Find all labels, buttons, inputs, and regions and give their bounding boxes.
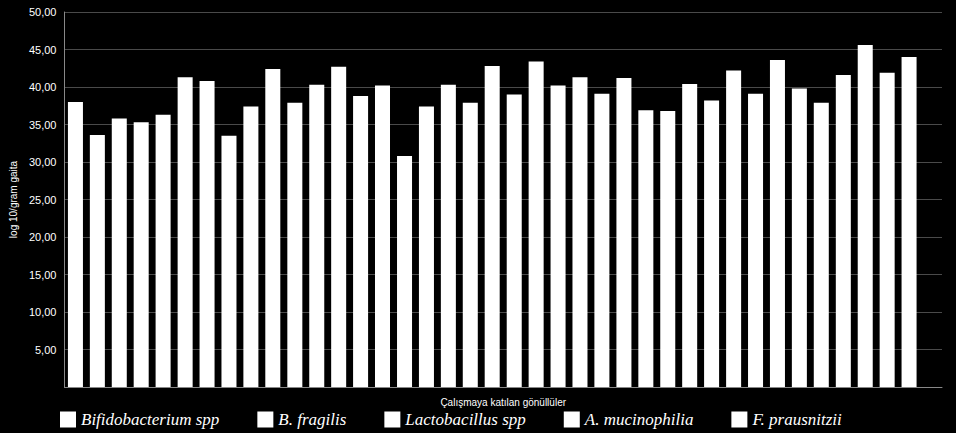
svg-text:10,00: 10,00 [29,306,57,318]
svg-text:15,00: 15,00 [29,269,57,281]
svg-text:40,00: 40,00 [29,81,57,93]
svg-text:Bifidobacterium spp: Bifidobacterium spp [81,410,219,429]
svg-text:5,00: 5,00 [35,344,56,356]
svg-text:35,00: 35,00 [29,119,57,131]
svg-text:log 10/gram gaita: log 10/gram gaita [8,160,19,238]
svg-text:50,00: 50,00 [29,6,57,18]
svg-text:Lactobacillus spp: Lactobacillus spp [404,410,525,429]
svg-text:F. prausnitzii: F. prausnitzii [751,410,842,429]
svg-text:B. fragilis: B. fragilis [278,410,346,429]
svg-text:20,00: 20,00 [29,231,57,243]
svg-text:A. mucinophilia: A. mucinophilia [584,410,694,429]
svg-text:Çalışmaya katılan gönüllüler: Çalışmaya katılan gönüllüler [440,397,566,408]
svg-text:30,00: 30,00 [29,156,57,168]
svg-text:45,00: 45,00 [29,44,57,56]
svg-text:25,00: 25,00 [29,194,57,206]
